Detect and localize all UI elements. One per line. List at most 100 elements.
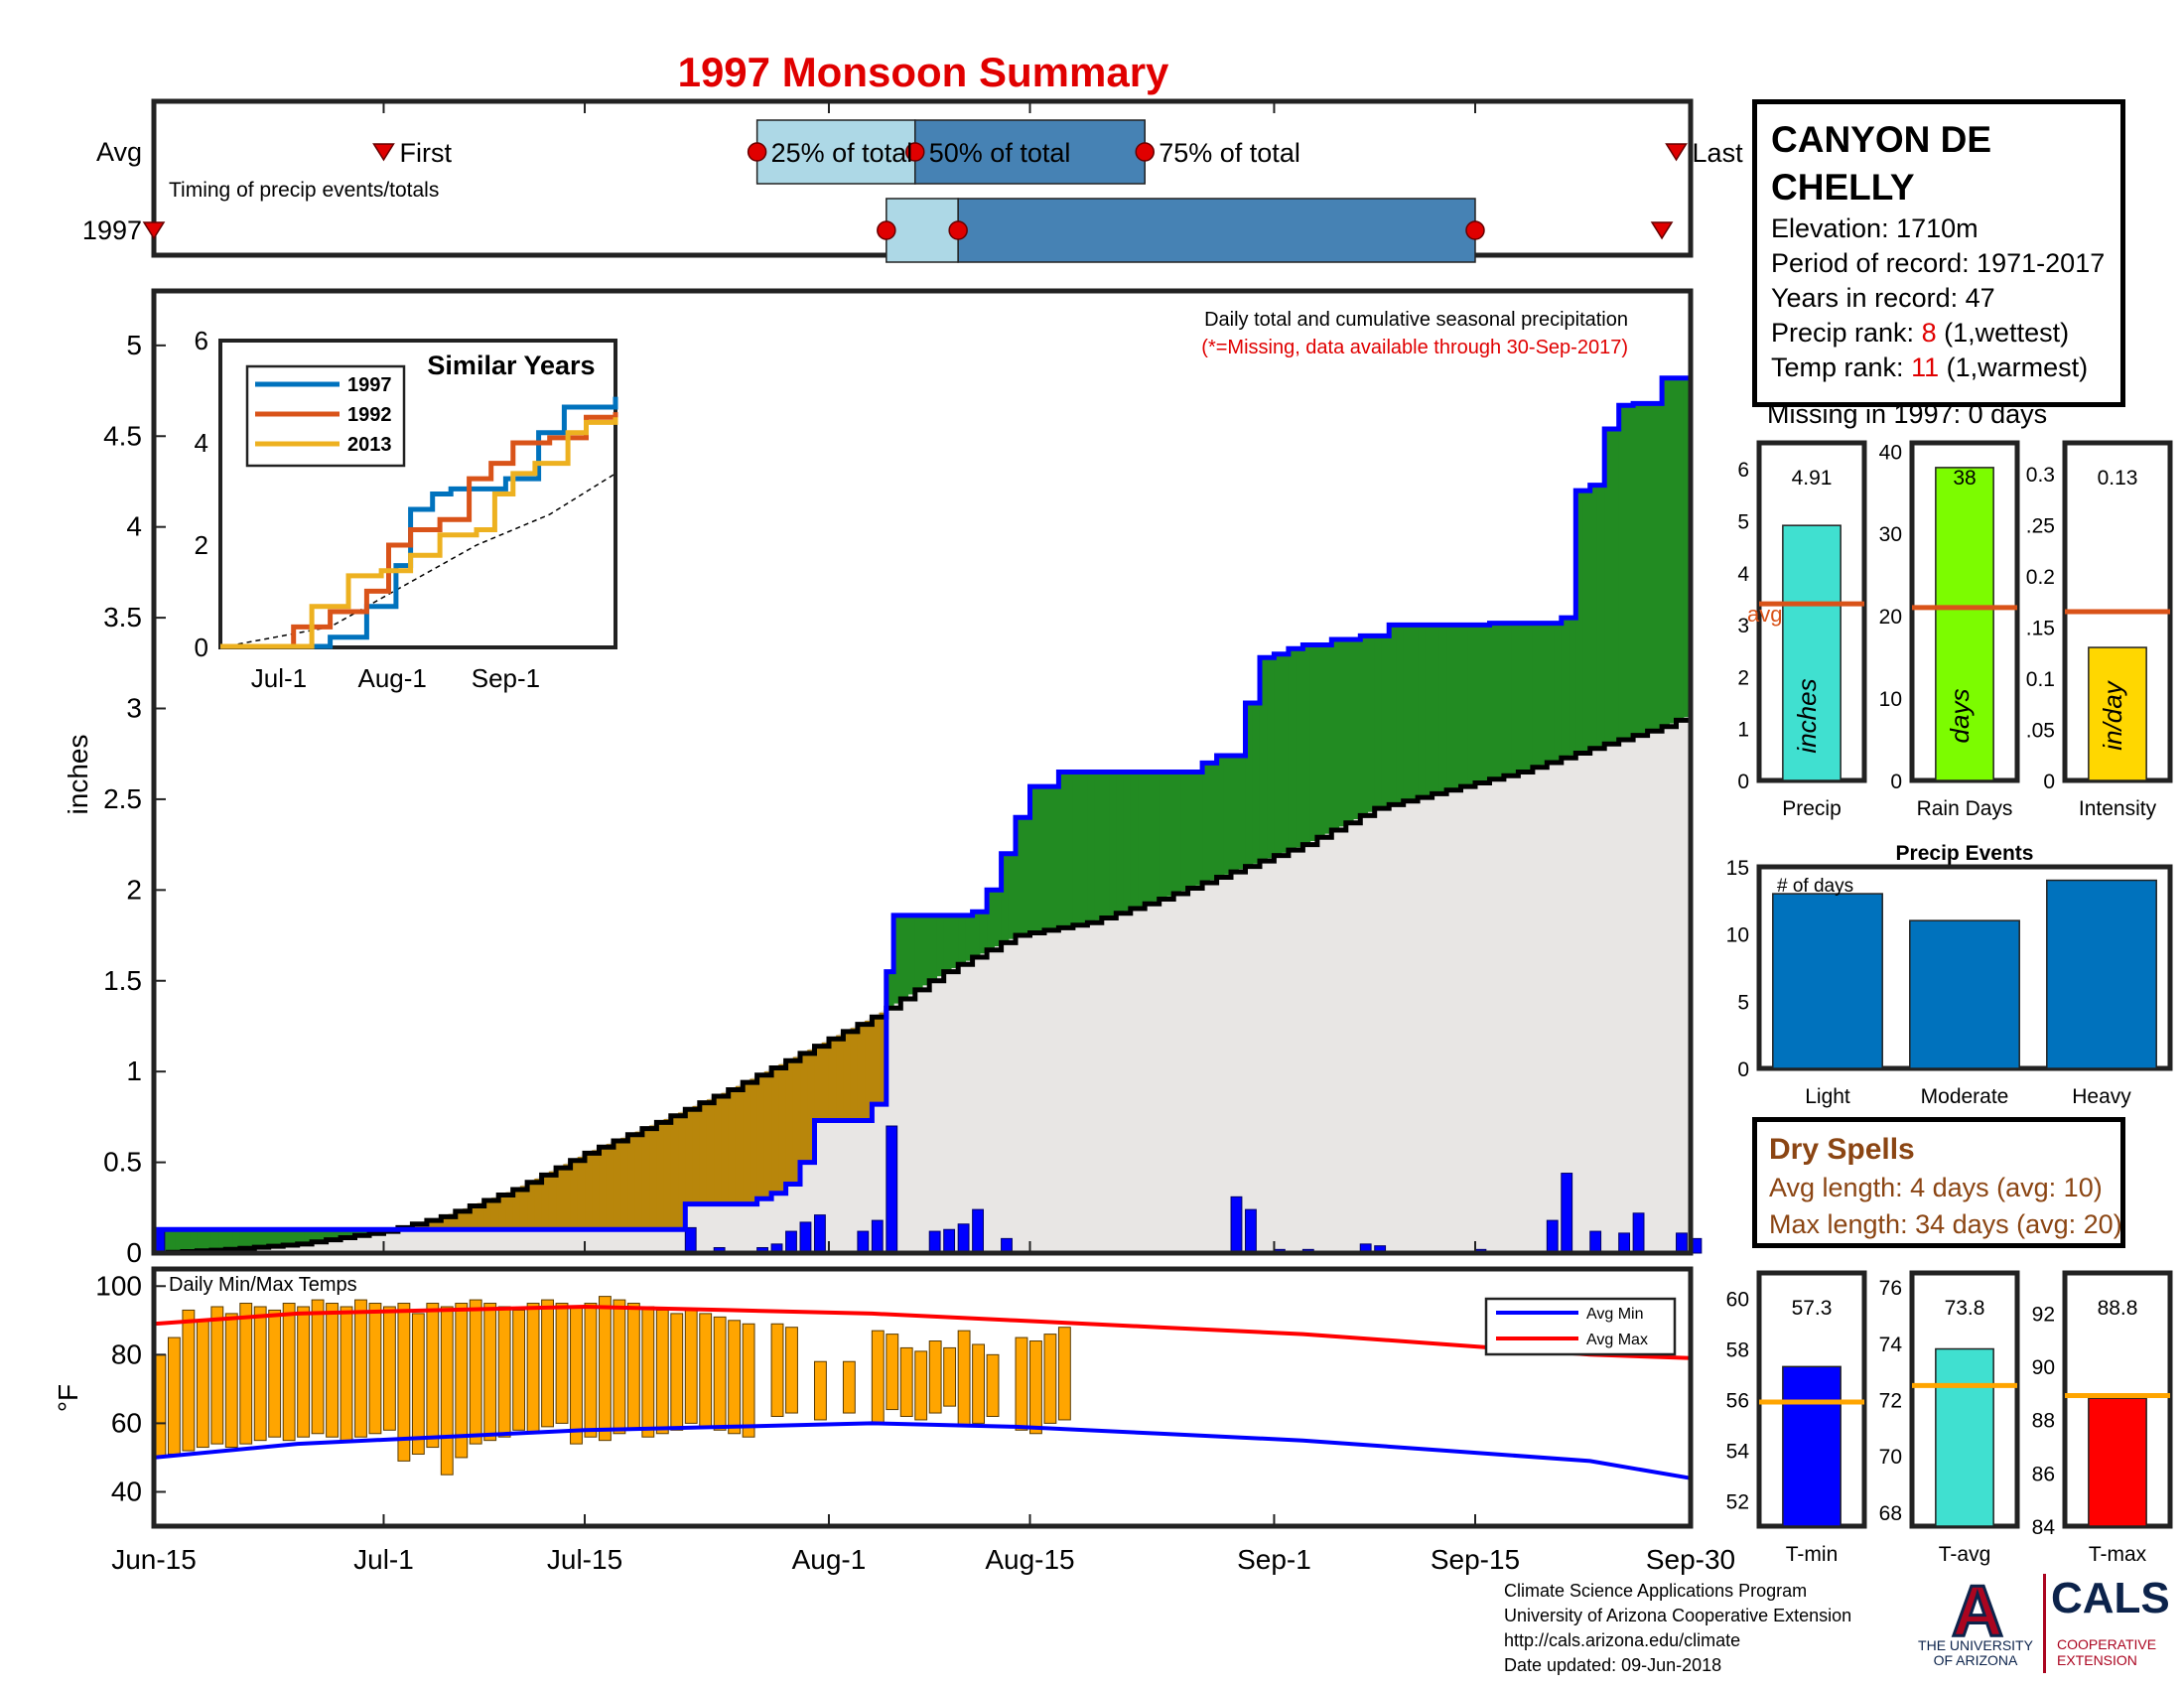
precip-diff-fill [1008,853,1017,939]
t_max-ytick-label: 88 [2032,1410,2055,1433]
temp-minmax-bar-21 [455,1303,469,1459]
precip-diff-fill [663,1119,672,1230]
t_min-ytick-label: 60 [1726,1289,1749,1312]
similar-years-inset: 0 2 4 6 Jul-1 Aug-1 Sep-1 Similar Years 1997 1992… [195,326,618,693]
precip-diff-fill [728,1089,737,1204]
precip-diff-fill [1029,786,1038,933]
similar-xtick-label: Aug-1 [358,663,427,693]
credits: Climate Science Applications Program Uni… [1504,1579,1851,1678]
precip-diff-fill [685,1109,694,1204]
precip-diff-fill [1309,644,1318,841]
daily-precip-bar-16 [1230,1196,1243,1254]
station-period: Period of record: 1971-2017 [1771,248,2106,278]
similar-series-2013 [220,417,618,649]
precip-diff-fill [1238,756,1247,870]
intensity-ytick-label: 0.1 [2026,668,2055,691]
precip-diff-fill [1532,623,1541,768]
cumulative-precip-panel: 0 0.5 1 1.5 2 2.5 3 3.5 4 4.5 5 inches Daily total a… [63,288,1703,1268]
precip-diff-fill [490,1197,499,1230]
precip-diff-fill [649,1125,657,1230]
temp-minmax-bar-46 [871,1330,885,1424]
temp-title: Daily Min/Max Temps [169,1274,357,1296]
precip-diff-fill [1438,625,1447,792]
t_avg-ytick-label: 68 [1879,1502,1902,1525]
precip-diff-fill [1511,623,1519,774]
daily-precip-bar-14 [972,1208,984,1254]
timing-label-p25: 25% of total [771,138,913,168]
temp-minmax-bar-24 [497,1306,511,1438]
daily-precip-bar-13 [957,1223,970,1254]
timing-avg-pct-dot-2 [905,142,925,162]
precip-diff-fill [922,914,930,986]
cumulative-ytick-label: 1 [126,1055,142,1086]
credits-line2: University of Arizona Cooperative Extens… [1504,1606,1852,1625]
precip-diff-fill [483,1199,492,1230]
t_max-value-label: 88.8 [2098,1297,2138,1320]
precip-diff-fill [987,890,995,950]
precip-diff-fill [907,914,916,995]
similar-ytick-label: 0 [195,633,208,662]
timing-1997-last-marker [1650,221,1674,240]
precip-diff-fill [1058,772,1067,928]
precip-diff-fill [627,1134,636,1230]
daily-precip-bar-28 [1676,1232,1688,1254]
precip-diff-fill [735,1085,744,1204]
precip-diff-fill [1116,772,1125,914]
events-xtick-label: Heavy [2072,1085,2131,1108]
precip-diff-fill [1288,648,1297,851]
date-xtick-label: Sep-15 [1431,1544,1520,1575]
precip-diff-fill [865,1020,873,1121]
similar-xtick-label: Jul-1 [251,663,307,693]
temp-minmax-bar-25 [512,1309,526,1431]
precip-diff-fill [463,1208,471,1230]
precip-diff-fill [1518,623,1527,773]
cumulative-ytick-label: 3 [126,693,142,724]
precip-diff-fill [678,1112,686,1230]
temp-ytick-label: 80 [111,1338,142,1369]
precip-diff-fill [872,1017,881,1105]
timing-label-p75: 75% of total [1159,138,1300,168]
temp-minmax-bar-27 [541,1299,554,1428]
precip-diff-fill [275,1229,284,1246]
precip_total-ytick-label: 1 [1737,719,1749,742]
precip-diff-fill [210,1229,219,1251]
t_max-ytick-label: 86 [2032,1463,2055,1485]
daily-precip-bar-6 [799,1221,812,1254]
university-of-arizona-logo-icon: A [1951,1574,2005,1653]
precip-diff-fill [204,1229,212,1251]
precip_total-ytick-label: 6 [1737,459,1749,482]
precip-diff-fill [950,914,959,968]
precip-diff-fill [232,1229,241,1249]
precip-diff-fill [1561,618,1570,759]
precip-diff-fill [1669,377,1678,724]
avg-min-line [153,1421,1692,1480]
t_avg-bar [1935,1347,1994,1527]
precip-diff-fill [1130,772,1139,909]
precip-diff-fill [1554,623,1563,761]
precip-diff-fill [354,1229,363,1236]
precip-diff-fill [792,1056,801,1185]
temp-minmax-bar-55 [1015,1336,1028,1431]
precip-diff-fill [699,1102,708,1204]
avg-cumulative-line [154,714,1694,1256]
temp-minmax-bar-32 [613,1299,626,1435]
date-xtick-label: Aug-15 [985,1544,1074,1575]
precip-diff-fill [1589,485,1598,749]
precip-rank: Precip rank: 8 (1,wettest) [1771,316,2107,351]
similar-xtick-label: Sep-1 [472,663,540,693]
precip-diff-fill [620,1137,629,1230]
precip-rank-note: (1,wettest) [1936,318,2070,348]
precip-diff-fill [1353,639,1361,820]
temp-ytick-label: 40 [111,1476,142,1506]
temp-minmax-bar-13 [340,1306,353,1442]
events-bar-light [1772,893,1883,1069]
precip-diff-fill [1389,625,1398,805]
timing-1997-pct-dot-2 [948,220,968,240]
dry-spells-title: Dry Spells [1769,1133,1915,1166]
precip-diff-fill [1547,623,1556,763]
precip-diff-fill [1611,428,1620,743]
daily-precip-bar-23 [1546,1219,1559,1254]
precip-diff-fill [592,1150,601,1230]
precip-diff-fill [1187,772,1196,889]
precip-diff-fill [821,1042,830,1121]
